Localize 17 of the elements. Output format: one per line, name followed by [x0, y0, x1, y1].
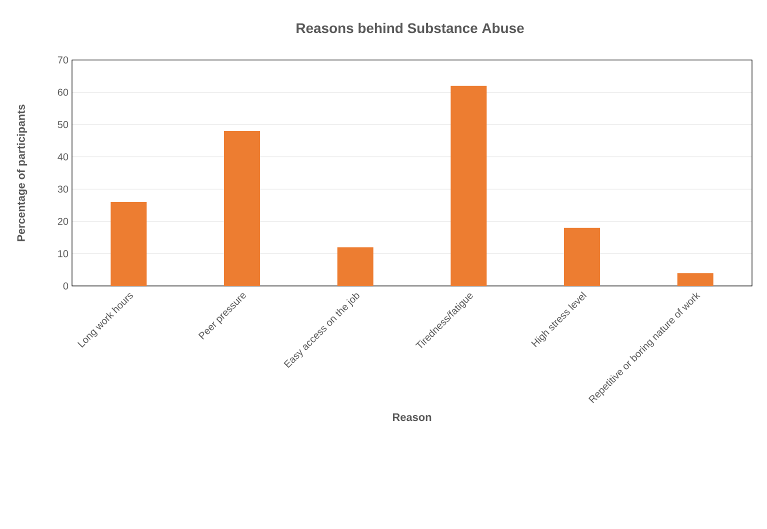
bar	[564, 228, 600, 286]
y-tick-label: 30	[58, 186, 68, 193]
bar	[450, 86, 487, 286]
y-tick-label: 50	[58, 121, 68, 128]
y-tick-label: 70	[58, 56, 68, 64]
y-tick-label: 10	[58, 250, 68, 258]
bar	[110, 202, 147, 286]
x-axis-title: Reason	[392, 413, 432, 422]
bar	[677, 273, 714, 286]
y-tick-label: 20	[58, 218, 68, 225]
y-tick-label: 0	[63, 282, 68, 290]
y-axis-title: Percentage of participants	[16, 104, 28, 242]
y-tick-label: 40	[58, 153, 68, 160]
bar	[224, 131, 260, 286]
y-tick-label: 60	[58, 88, 68, 96]
bar	[337, 247, 374, 286]
chart-title: Reasons behind Substance Abuse	[296, 22, 524, 34]
